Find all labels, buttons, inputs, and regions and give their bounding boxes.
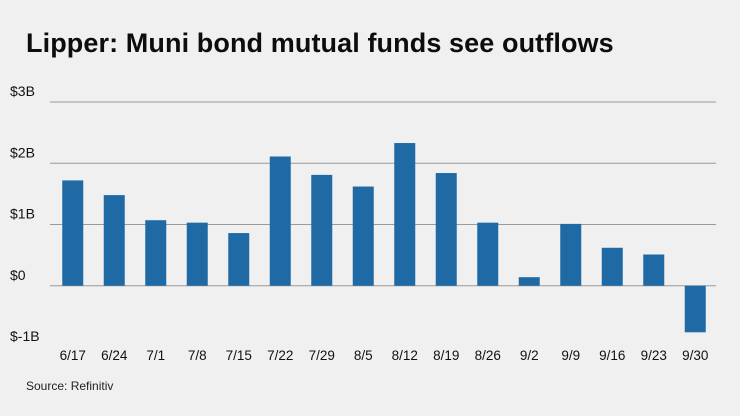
- bar: [228, 233, 250, 286]
- y-tick-label: $3B: [10, 83, 35, 99]
- x-tick-label: 9/2: [520, 348, 539, 363]
- bar: [352, 186, 374, 286]
- x-tick-label: 7/8: [188, 348, 207, 363]
- y-tick-label: $2B: [10, 144, 35, 160]
- bar: [601, 247, 623, 286]
- x-tick-label: 9/16: [599, 348, 625, 363]
- y-tick-label: $-1B: [10, 328, 40, 344]
- x-tick-label: 9/23: [641, 348, 667, 363]
- x-tick-label: 7/22: [267, 348, 293, 363]
- x-tick-label: 9/9: [561, 348, 580, 363]
- bar: [186, 222, 208, 286]
- bar: [394, 143, 416, 286]
- x-tick-label: 9/30: [682, 348, 708, 363]
- y-axis-ticks: $-1B $0 $1B $2B $3B: [10, 83, 40, 344]
- x-tick-label: 7/15: [226, 348, 252, 363]
- x-tick-label: 8/26: [475, 348, 501, 363]
- x-tick-label: 8/12: [392, 348, 418, 363]
- bars: [62, 143, 706, 333]
- x-axis-ticks: 6/17 6/24 7/1 7/8 7/15 7/22 7/29 8/5 8/12 8/19 8/2…: [60, 348, 709, 363]
- bar: [145, 220, 167, 286]
- x-tick-label: 6/24: [101, 348, 128, 363]
- bar: [560, 223, 582, 286]
- y-tick-label: $0: [10, 267, 26, 283]
- y-tick-label: $1B: [10, 206, 35, 222]
- bar: [684, 285, 706, 333]
- bar: [103, 195, 125, 286]
- x-tick-label: 6/17: [60, 348, 86, 363]
- x-tick-label: 8/5: [354, 348, 373, 363]
- bar: [269, 156, 291, 286]
- bar: [643, 254, 665, 286]
- bar: [62, 180, 84, 286]
- bar: [518, 277, 540, 286]
- bar: [311, 174, 333, 286]
- x-tick-label: 7/1: [146, 348, 165, 363]
- x-tick-label: 7/29: [309, 348, 335, 363]
- source-note: Source: Refinitiv: [26, 379, 114, 393]
- x-tick-label: 8/19: [433, 348, 459, 363]
- bar: [477, 222, 499, 286]
- chart-title: Lipper: Muni bond mutual funds see outfl…: [26, 28, 614, 58]
- bar: [435, 173, 457, 286]
